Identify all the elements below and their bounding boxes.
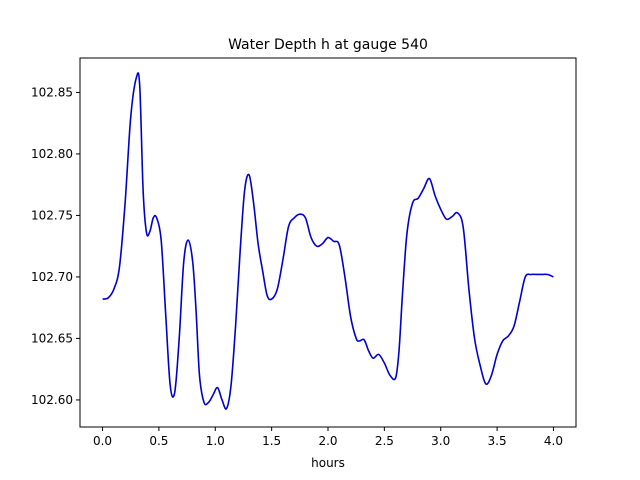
x-tick-label: 4.0: [544, 434, 563, 448]
y-tick-label: 102.65: [31, 331, 73, 345]
x-tick-label: 1.5: [262, 434, 281, 448]
y-tick-label: 102.85: [31, 85, 73, 99]
y-tick-label: 102.80: [31, 147, 73, 161]
series-line-0: [102, 72, 554, 410]
x-tick-label: 2.5: [375, 434, 394, 448]
x-tick-label: 3.0: [431, 434, 450, 448]
y-tick-label: 102.60: [31, 393, 73, 407]
chart-title: Water Depth h at gauge 540: [228, 37, 428, 53]
y-tick-label: 102.75: [31, 208, 73, 222]
series-layer: [102, 72, 554, 410]
x-axis-label: hours: [311, 456, 345, 470]
x-tick-label: 3.5: [488, 434, 507, 448]
x-tick-label: 2.0: [318, 434, 337, 448]
y-axis: 102.60 102.65 102.70 102.75 102.80 102.85: [31, 85, 80, 407]
x-axis: 0.0 0.5 1.0 1.5 2.0 2.5 3.0 3.5 4.0: [93, 427, 563, 448]
x-tick-label: 1.0: [206, 434, 225, 448]
x-tick-label: 0.0: [93, 434, 112, 448]
y-tick-label: 102.70: [31, 270, 73, 284]
x-tick-label: 0.5: [149, 434, 168, 448]
